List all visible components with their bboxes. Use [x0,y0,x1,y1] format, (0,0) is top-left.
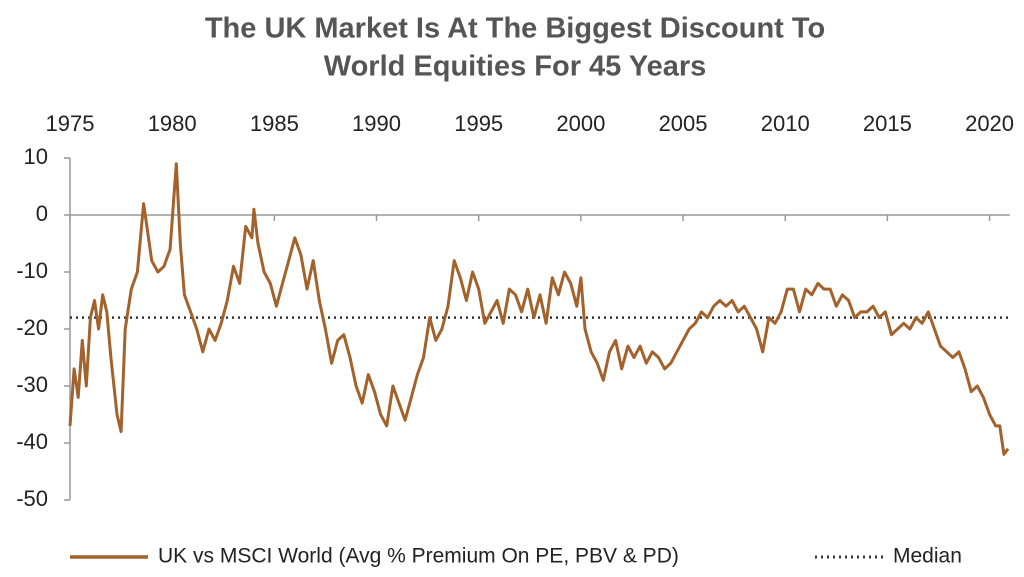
y-tick-label: 0 [36,201,48,226]
x-tick-label: 1975 [46,111,95,136]
y-tick-label: -40 [16,429,48,454]
chart-title: The UK Market Is At The Biggest Discount… [205,13,825,45]
x-tick-label: 2000 [556,111,605,136]
chart-title: World Equities For 45 Years [324,51,707,83]
series-line [68,162,1010,456]
y-tick-label: -10 [16,258,48,283]
x-tick-label: 2015 [863,111,912,136]
x-tick-label: 1985 [250,111,299,136]
x-tick-label: 1995 [454,111,503,136]
x-tick-label: 2005 [659,111,708,136]
x-tick-label: 1990 [352,111,401,136]
y-tick-label: -30 [16,372,48,397]
x-tick-label: 1980 [148,111,197,136]
y-tick-label: -50 [16,486,48,511]
y-tick-label: -20 [16,315,48,340]
legend-label: UK vs MSCI World (Avg % Premium On PE, P… [158,545,679,568]
y-tick-label: 10 [24,144,48,169]
x-tick-label: 2010 [761,111,810,136]
x-tick-label: 2020 [965,111,1014,136]
legend-label: Median [893,545,962,568]
